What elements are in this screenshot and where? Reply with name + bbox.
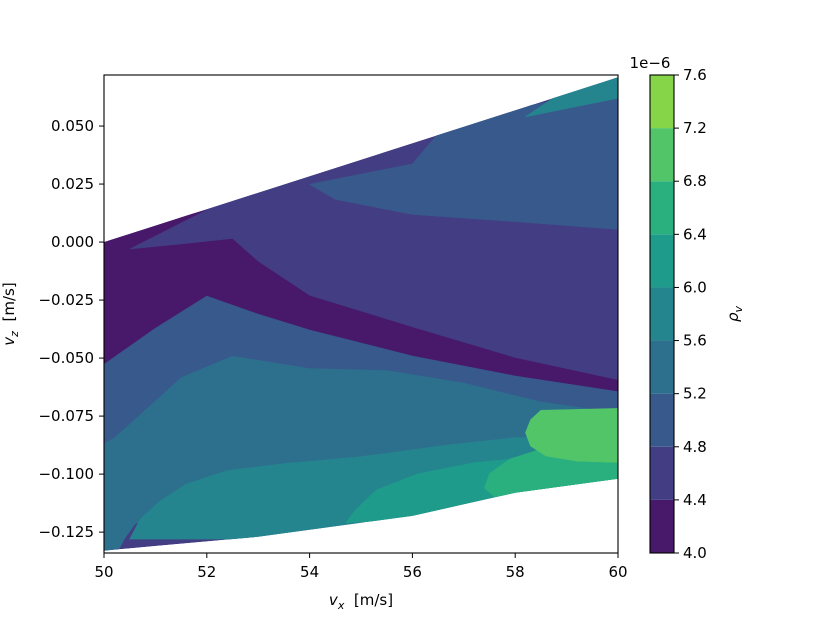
colorbar-segment [650, 340, 674, 394]
contour-band-6.8 [525, 408, 618, 463]
plot-frame [103, 74, 619, 554]
colorbar: 4.0 4.4 4.8 5.2 5.6 6.0 6.4 6.8 7.2 7.6 1e−6 ρv [630, 54, 745, 562]
contour-band-4.4 [129, 183, 618, 381]
colorbar-tick-label: 5.6 [683, 332, 707, 350]
contour-bands [104, 77, 618, 551]
colorbar-label: ρv [724, 305, 745, 322]
contour-band-4.8 [308, 89, 618, 230]
colorbar-segment [650, 446, 674, 500]
y-tick-label: 0.050 [51, 117, 94, 135]
x-tick-label: 60 [608, 563, 627, 581]
x-axis-label: vx [m/s] [329, 591, 393, 612]
y-axis-label: vz [m/s] [0, 282, 21, 345]
colorbar-segment [650, 128, 674, 182]
colorbar-ticks: 4.0 4.4 4.8 5.2 5.6 6.0 6.4 6.8 7.2 7.6 [674, 66, 707, 562]
colorbar-segment [650, 75, 674, 129]
colorbar-tick-label: 4.0 [683, 544, 707, 562]
plot-area [104, 77, 618, 551]
x-tick-label: 58 [506, 563, 525, 581]
colorbar-tick-label: 7.6 [683, 66, 707, 84]
colorbar-tick-label: 4.4 [683, 491, 707, 509]
colorbar-segment [650, 181, 674, 235]
colorbar-segment [650, 287, 674, 341]
y-tick-label: −0.125 [38, 523, 94, 541]
colorbar-tick-label: 7.2 [683, 119, 707, 137]
y-axis: 0.050 0.025 0.000 −0.025 −0.050 −0.075 −0.100 −… [38, 117, 104, 541]
x-tick-label: 56 [403, 563, 422, 581]
colorbar-tick-label: 6.8 [683, 172, 707, 190]
x-axis: 50 52 54 56 58 60 [94, 553, 628, 581]
colorbar-segments [650, 75, 674, 553]
colorbar-frame [649, 74, 675, 554]
colorbar-tick-label: 6.0 [683, 278, 707, 296]
contour-band-5.6 [525, 77, 618, 118]
y-tick-label: −0.075 [38, 407, 94, 425]
colorbar-offset-text: 1e−6 [630, 54, 671, 72]
colorbar-tick-label: 5.2 [683, 385, 707, 403]
x-tick-label: 52 [197, 563, 216, 581]
y-tick-label: −0.050 [38, 349, 94, 367]
y-tick-label: 0.025 [51, 175, 94, 193]
x-tick-label: 50 [94, 563, 113, 581]
y-tick-label: −0.100 [38, 465, 94, 483]
y-tick-label: −0.025 [38, 291, 94, 309]
colorbar-tick-label: 6.4 [683, 225, 707, 243]
colorbar-segment [650, 499, 674, 553]
colorbar-tick-label: 4.8 [683, 438, 707, 456]
colorbar-segment [650, 393, 674, 447]
colorbar-segment [650, 234, 674, 288]
x-tick-label: 54 [300, 563, 319, 581]
y-tick-label: 0.000 [51, 233, 94, 251]
